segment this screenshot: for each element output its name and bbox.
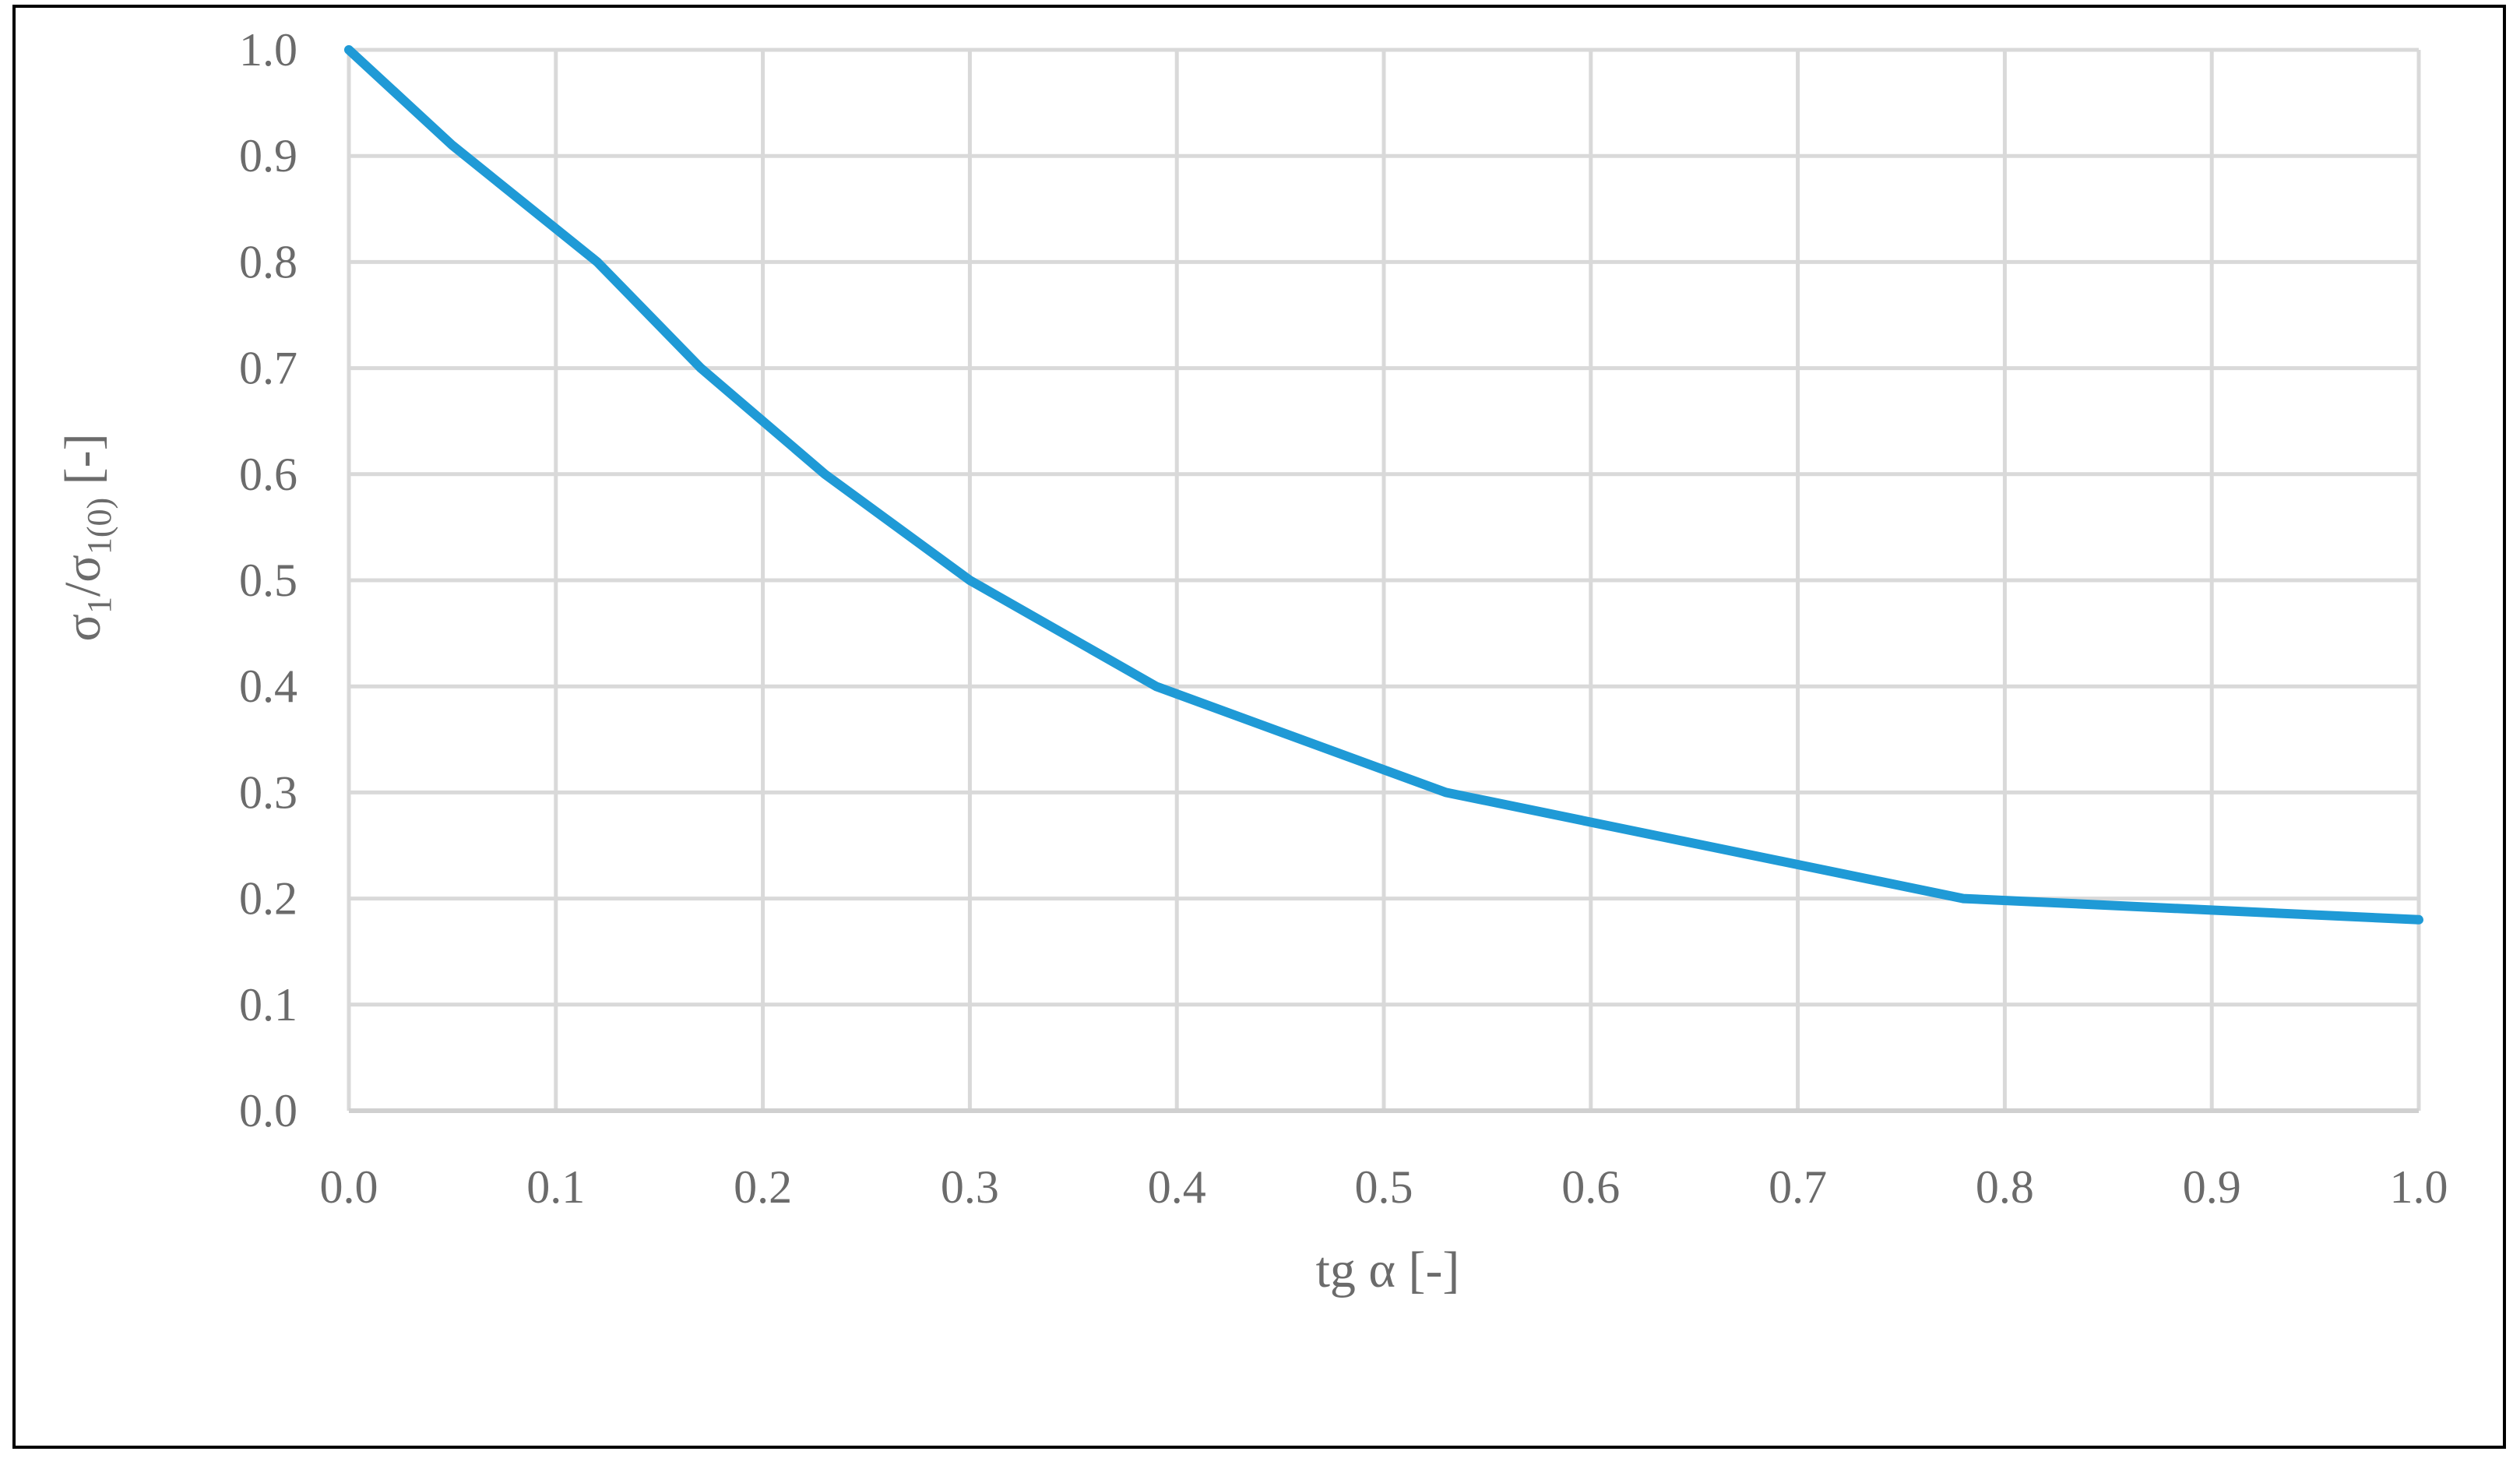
y-tick-label: 0.4 (239, 661, 297, 712)
y-tick-label: 0.1 (239, 979, 297, 1030)
y-label-sigma: σ (55, 614, 111, 642)
x-tick-label: 0.3 (941, 1161, 999, 1213)
y-label-sigma2: σ (55, 555, 111, 583)
x-tick-label: 0.7 (1769, 1161, 1827, 1213)
y-axis-label: σ1/σ1(0) [-] (55, 433, 118, 641)
y-tick-label: 0.6 (239, 449, 297, 500)
x-tick-label: 0.5 (1355, 1161, 1413, 1213)
x-tick-label: 0.2 (734, 1161, 792, 1213)
x-tick-label: 0.6 (1561, 1161, 1620, 1213)
y-tick-label: 0.0 (239, 1085, 297, 1136)
x-tick-label: 0.4 (1148, 1161, 1206, 1213)
x-tick-label: 0.8 (1976, 1161, 2034, 1213)
y-tick-label: 0.7 (239, 343, 297, 394)
svg-text:σ1/σ1(0) [-]: σ1/σ1(0) [-] (55, 433, 118, 641)
gridlines (347, 48, 2421, 1111)
x-tick-label: 0.9 (2183, 1161, 2241, 1213)
y-tick-label: 0.2 (239, 873, 297, 925)
tick-labels: 0.0 0.1 0.2 0.3 0.4 0.5 0.6 0.7 0.8 0.9 1.0 0.0 0.1 0… (239, 24, 2448, 1213)
y-label-sub1: 1 (80, 597, 118, 614)
series-line (344, 45, 2423, 925)
y-tick-label: 0.9 (239, 130, 297, 181)
y-label-slash: / (55, 582, 111, 597)
x-tick-label: 0.0 (320, 1161, 378, 1213)
y-tick-label: 0.3 (239, 766, 297, 818)
y-label-sub2: 1(0) (80, 498, 118, 555)
x-tick-label: 1.0 (2390, 1161, 2448, 1213)
y-tick-label: 1.0 (239, 24, 297, 76)
y-label-unit: [-] (55, 433, 111, 497)
series-layer (344, 45, 2423, 925)
y-tick-label: 0.8 (239, 236, 297, 287)
x-tick-label: 0.1 (526, 1161, 585, 1213)
x-axis-label: tg α [-] (1316, 1242, 1460, 1298)
y-tick-label: 0.5 (239, 555, 297, 606)
